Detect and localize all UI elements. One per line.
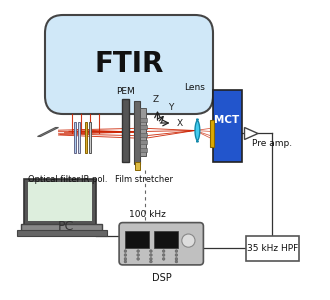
Text: PC: PC bbox=[58, 220, 74, 233]
Bar bbox=[140, 108, 147, 156]
Circle shape bbox=[162, 254, 165, 256]
Text: Lens: Lens bbox=[184, 82, 206, 91]
Bar bbox=[21, 224, 102, 231]
Bar bbox=[78, 122, 80, 153]
Bar bbox=[246, 236, 299, 261]
Text: Optical filter: Optical filter bbox=[28, 176, 80, 184]
Circle shape bbox=[175, 250, 178, 253]
Bar bbox=[84, 122, 87, 153]
FancyBboxPatch shape bbox=[45, 15, 213, 114]
Circle shape bbox=[137, 250, 140, 253]
Text: X: X bbox=[177, 119, 183, 128]
Text: 100 kHz: 100 kHz bbox=[129, 210, 166, 219]
Bar bbox=[213, 90, 242, 162]
Bar bbox=[140, 140, 147, 144]
Bar bbox=[74, 122, 76, 153]
Circle shape bbox=[162, 250, 165, 253]
Text: Pre amp.: Pre amp. bbox=[252, 140, 292, 148]
Circle shape bbox=[182, 234, 195, 247]
Circle shape bbox=[124, 254, 127, 256]
Bar bbox=[140, 148, 147, 152]
Bar bbox=[121, 99, 129, 162]
Polygon shape bbox=[195, 119, 200, 142]
Text: Z: Z bbox=[153, 95, 159, 104]
Bar bbox=[210, 120, 214, 147]
Polygon shape bbox=[38, 128, 58, 136]
Circle shape bbox=[124, 260, 127, 263]
Circle shape bbox=[175, 257, 178, 260]
Text: 35 kHz HPF: 35 kHz HPF bbox=[247, 244, 298, 253]
Text: IR pol.: IR pol. bbox=[81, 176, 108, 184]
Text: MCT: MCT bbox=[214, 115, 240, 125]
Circle shape bbox=[175, 254, 178, 256]
Bar bbox=[134, 100, 140, 164]
Text: FTIR: FTIR bbox=[94, 50, 164, 79]
Circle shape bbox=[149, 257, 152, 260]
Circle shape bbox=[162, 257, 165, 260]
Bar bbox=[16, 230, 107, 236]
Circle shape bbox=[149, 260, 152, 263]
Bar bbox=[124, 231, 149, 247]
Bar bbox=[140, 118, 147, 122]
Bar bbox=[89, 122, 91, 153]
Bar bbox=[140, 133, 147, 136]
Circle shape bbox=[149, 254, 152, 256]
Circle shape bbox=[137, 257, 140, 260]
Bar bbox=[24, 178, 96, 225]
FancyBboxPatch shape bbox=[119, 223, 203, 265]
Polygon shape bbox=[245, 128, 258, 140]
Text: DSP: DSP bbox=[151, 273, 171, 283]
Bar bbox=[135, 162, 140, 169]
Circle shape bbox=[124, 257, 127, 260]
Text: Y: Y bbox=[168, 103, 174, 112]
Text: PEM: PEM bbox=[116, 87, 135, 96]
Circle shape bbox=[124, 250, 127, 253]
Bar bbox=[153, 231, 178, 247]
Bar bbox=[140, 125, 147, 129]
Text: Film stretcher: Film stretcher bbox=[115, 176, 173, 184]
Circle shape bbox=[149, 250, 152, 253]
Circle shape bbox=[137, 254, 140, 256]
Circle shape bbox=[175, 260, 178, 263]
Bar bbox=[28, 182, 92, 221]
